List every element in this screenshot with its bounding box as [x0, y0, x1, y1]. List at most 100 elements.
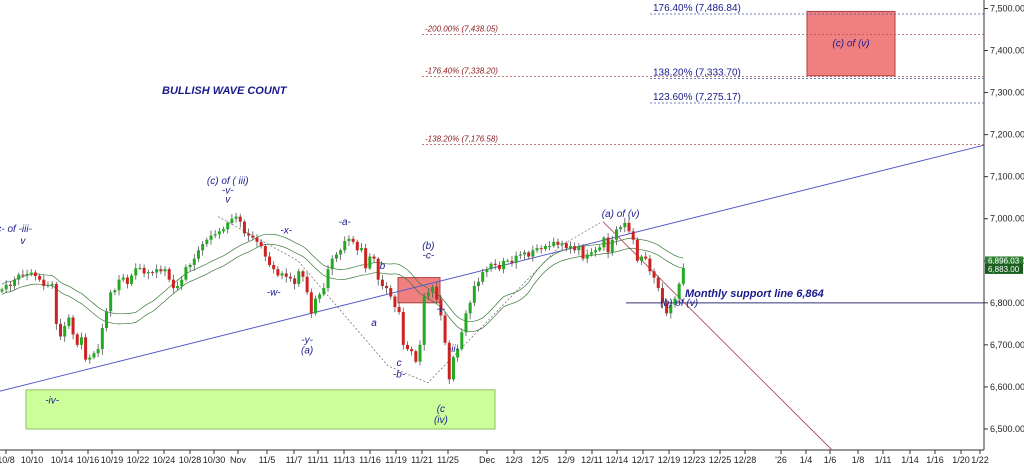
candle-body — [184, 267, 188, 280]
x-tick-label: 10/19 — [101, 455, 124, 465]
candle-body — [301, 271, 305, 277]
support-zone-green — [25, 389, 496, 430]
candle-body — [677, 283, 681, 299]
candle-body — [439, 299, 443, 316]
candle-body — [401, 312, 405, 345]
candle-body — [539, 248, 543, 250]
x-tick-label: 12/28 — [734, 455, 757, 465]
candle-body — [435, 286, 439, 300]
candle-body — [84, 337, 88, 360]
fib-level-label: 138.20% (7,333.70) — [653, 67, 741, 78]
y-tick-label: 6,700.00 — [990, 340, 1024, 350]
candle-body — [660, 288, 664, 303]
y-tick-label: 6,500.00 — [990, 424, 1024, 434]
candle-body — [460, 332, 464, 350]
candle-body — [297, 271, 301, 284]
candle-body — [88, 357, 92, 360]
candle-body — [163, 269, 167, 272]
candle-body — [305, 276, 309, 293]
price-tag-upper — [985, 256, 1023, 266]
candle-body — [431, 286, 435, 293]
candle-body — [343, 241, 347, 251]
candle-body — [196, 250, 200, 259]
x-tick-label: 10/16 — [77, 455, 100, 465]
x-tick-label: 1/16 — [926, 455, 944, 465]
wave-labels: -c- of -iii-v -iv- (c) of ( iii)-v-v -x- -w-… — [0, 176, 698, 426]
candle-body — [155, 269, 159, 273]
wave-label: -w- — [267, 287, 282, 298]
candle-body — [548, 246, 552, 248]
wave-label: (b) of (v) — [660, 298, 698, 309]
wave-label: v — [225, 195, 231, 206]
candle-body — [121, 277, 125, 280]
candle-body — [134, 268, 138, 276]
candle-body — [543, 246, 547, 250]
candle-body — [393, 296, 397, 308]
candle-body — [272, 264, 276, 270]
candle-body — [125, 277, 129, 284]
candle-body — [648, 258, 652, 272]
candle-body — [79, 337, 83, 345]
candle-body — [171, 279, 175, 289]
candle-body — [25, 273, 29, 276]
candles — [0, 212, 685, 384]
x-tick-label: 10/8 — [0, 455, 15, 465]
x-tick-label: 11/16 — [359, 455, 381, 465]
candle-body — [598, 247, 602, 251]
moving-average-lower — [1, 243, 684, 333]
candle-body — [573, 246, 577, 251]
candle-body — [552, 241, 556, 247]
y-tick-label: 6,800.00 — [990, 298, 1024, 308]
candle-body — [67, 317, 71, 326]
x-tick-label: Dec — [479, 455, 496, 465]
wave-label: -a- — [339, 217, 352, 228]
wave-label: a — [371, 318, 377, 329]
chart-title: BULLISH WAVE COUNT — [162, 85, 288, 97]
candle-body — [456, 349, 460, 358]
x-tick-label: '26 — [775, 455, 787, 465]
candle-body — [518, 254, 522, 256]
x-tick-label: 12/19 — [658, 455, 681, 465]
candle-body — [242, 221, 246, 234]
candle-body — [531, 250, 535, 257]
wave-label: -x- — [280, 225, 292, 236]
candle-body — [146, 272, 150, 274]
candle-body — [17, 274, 21, 280]
x-tick-label: 11/7 — [286, 455, 303, 465]
candle-body — [347, 238, 351, 242]
fib-level-label: 176.40% (7,486.84) — [653, 3, 741, 14]
x-tick-label: 12/14 — [606, 455, 629, 465]
candle-body — [0, 289, 4, 292]
x-tick-label: 10/10 — [21, 455, 44, 465]
x-tick-label: 11/11 — [307, 455, 328, 465]
candle-body — [42, 279, 46, 287]
x-tick-label: 12/23 — [683, 455, 706, 465]
candle-body — [527, 252, 531, 257]
candle-body — [100, 328, 104, 350]
candle-body — [652, 271, 656, 278]
candle-body — [631, 231, 635, 240]
candle-body — [38, 275, 42, 280]
x-tick-label: 11/5 — [259, 455, 276, 465]
x-tick-label: 11/21 — [411, 455, 433, 465]
candle-body — [485, 269, 489, 273]
y-tick-label: 7,400.00 — [990, 46, 1024, 56]
candle-body — [355, 241, 359, 251]
candle-body — [238, 216, 242, 222]
price-tag-upper-text: 6,896.03 — [988, 256, 1020, 265]
candle-body — [405, 344, 409, 350]
candle-body — [627, 222, 631, 232]
candle-body — [472, 286, 476, 303]
wave-label: -c- of -iii- — [0, 224, 33, 235]
candle-body — [46, 285, 50, 287]
wave-label: (c — [437, 404, 445, 415]
candle-body — [493, 263, 497, 265]
candle-body — [635, 239, 639, 261]
x-tick-labels: 10/810/1010/1410/1610/1910/2210/2410/281… — [0, 450, 989, 465]
candle-body — [556, 241, 560, 245]
candle-body — [468, 302, 472, 314]
candle-body — [130, 275, 134, 284]
candle-body — [589, 252, 593, 255]
candle-body — [443, 315, 447, 343]
